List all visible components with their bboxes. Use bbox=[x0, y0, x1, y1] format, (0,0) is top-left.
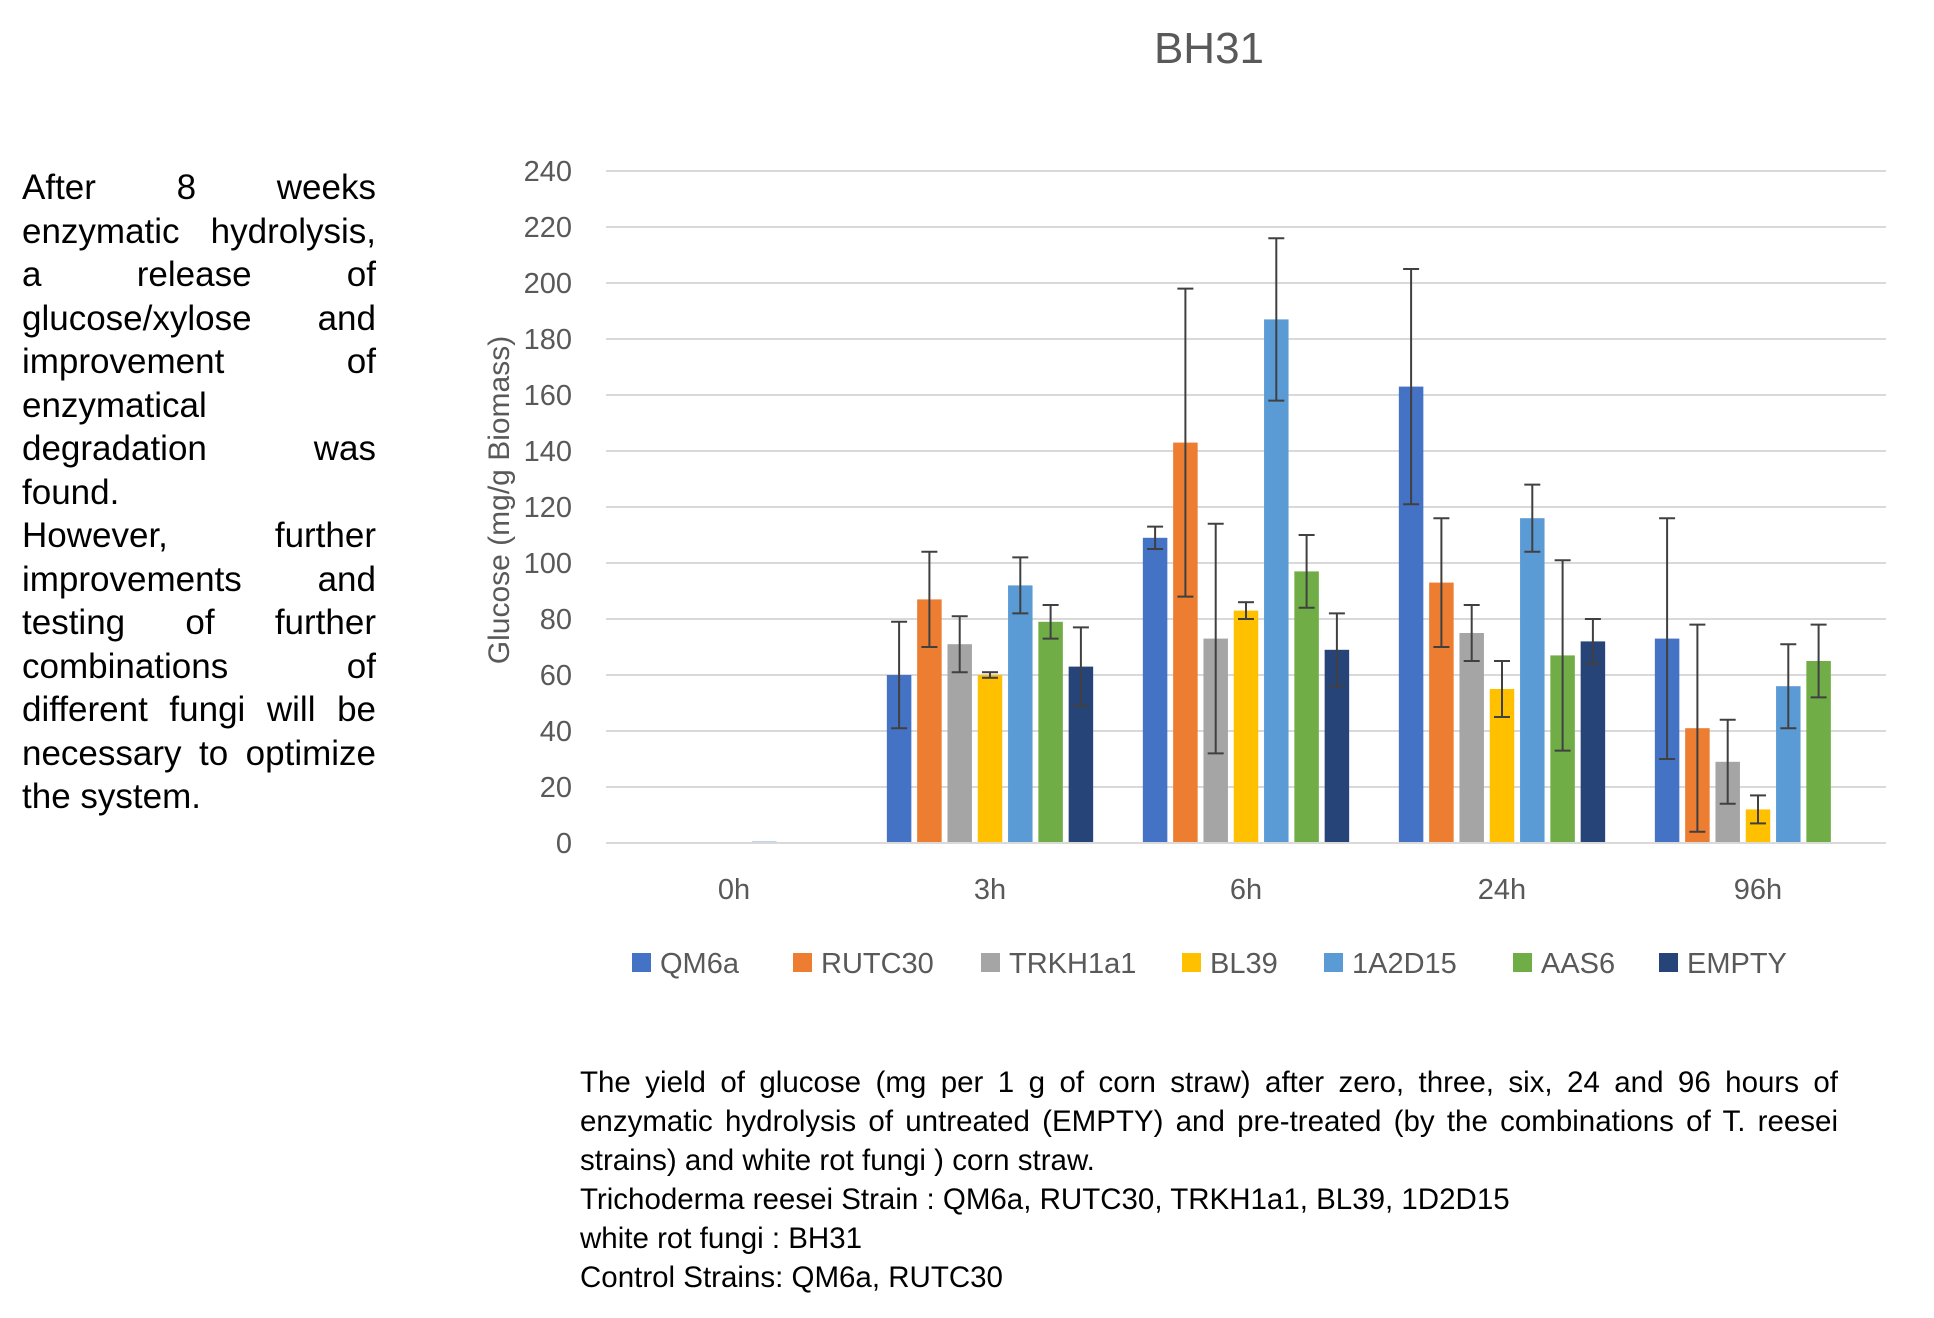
y-tick-label: 160 bbox=[524, 380, 572, 412]
y-tick-label: 0 bbox=[556, 828, 572, 860]
error-bar-empty-24h bbox=[1584, 618, 1601, 665]
y-tick-label: 120 bbox=[524, 492, 572, 524]
error-bar-bl39-3h bbox=[982, 671, 998, 679]
legend-item-trkh1a1: TRKH1a1 bbox=[981, 948, 1136, 980]
error-bar-aas6-24h bbox=[1554, 559, 1571, 752]
error-bar-qm6a-3h bbox=[891, 620, 908, 730]
error-bar-qm6a-24h bbox=[1403, 268, 1420, 506]
error-bar-trkh1a1-3h bbox=[951, 615, 968, 674]
y-tick-label: 20 bbox=[540, 772, 572, 804]
legend-swatch bbox=[1324, 953, 1343, 972]
x-tick-label: 6h bbox=[1230, 874, 1262, 906]
error-bar-trkh1a1-24h bbox=[1463, 604, 1480, 662]
bar-1a2d15-24h bbox=[1520, 518, 1545, 843]
error-bar-aas6-3h bbox=[1042, 604, 1059, 640]
error-bar-rutc30-3h bbox=[921, 550, 938, 648]
side-description: After 8 weeks enzymatic hydrolysis, a re… bbox=[22, 166, 376, 819]
caption-strains: Trichoderma reesei Strain : QM6a, RUTC30… bbox=[580, 1183, 1510, 1216]
y-tick-label: 100 bbox=[524, 548, 572, 580]
bar-aas6-6h bbox=[1294, 571, 1319, 843]
x-tick-label: 0h bbox=[718, 874, 750, 906]
legend: QM6a RUTC30 TRKH1a1 BL39 1A2D15 AAS6 EMPTY bbox=[632, 948, 1787, 980]
bar-qm6a-6h bbox=[1142, 537, 1168, 843]
error-bar-1a2d15-24h bbox=[1524, 483, 1541, 553]
error-bar-bl39-6h bbox=[1238, 601, 1254, 620]
error-bar-1a2d15-3h bbox=[1012, 556, 1029, 615]
bar-trkh1a1-24h bbox=[1459, 633, 1484, 843]
legend-item-aas6: AAS6 bbox=[1513, 948, 1615, 980]
y-tick-label: 240 bbox=[524, 156, 572, 188]
y-axis-label: Glucose (mg/g Biomass) bbox=[483, 336, 516, 664]
error-bar-rutc30-24h bbox=[1433, 517, 1450, 648]
caption-description: The yield of glucose (mg per 1 g of corn… bbox=[580, 1066, 1838, 1177]
legend-swatch bbox=[632, 953, 651, 972]
bar-1a2d15-3h bbox=[1008, 585, 1033, 843]
caption-white-rot-fungi: white rot fungi : BH31 bbox=[580, 1222, 863, 1255]
legend-item-rutc30: RUTC30 bbox=[793, 948, 934, 980]
bar-1a2d15-6h bbox=[1264, 319, 1289, 843]
x-tick-label: 24h bbox=[1478, 874, 1526, 906]
y-tick-label: 220 bbox=[524, 212, 572, 244]
error-bar-qm6a-6h bbox=[1147, 525, 1164, 550]
bar-empty-24h bbox=[1580, 641, 1606, 843]
error-bar-1a2d15-6h bbox=[1268, 237, 1285, 402]
legend-item-empty: EMPTY bbox=[1659, 948, 1787, 980]
chart-title: BH31 bbox=[1154, 24, 1264, 73]
legend-swatch bbox=[1659, 953, 1678, 972]
y-tick-label: 60 bbox=[540, 660, 572, 692]
legend-item-1a2d15: 1A2D15 bbox=[1324, 948, 1457, 980]
error-bar-rutc30-6h bbox=[1177, 287, 1194, 598]
bar-bl39-6h bbox=[1233, 610, 1259, 843]
x-tick-label: 96h bbox=[1734, 874, 1782, 906]
legend-label: 1A2D15 bbox=[1352, 948, 1457, 980]
legend-swatch bbox=[1513, 953, 1532, 972]
error-bar-empty-6h bbox=[1328, 612, 1345, 688]
error-bar-aas6-96h bbox=[1810, 623, 1827, 699]
error-bar-1a2d15-96h bbox=[1780, 643, 1797, 730]
side-paragraph-findings: After 8 weeks enzymatic hydrolysis, a re… bbox=[22, 168, 376, 512]
error-bar-trkh1a1-6h bbox=[1207, 522, 1224, 755]
side-paragraph-outlook: However, further improvements and testin… bbox=[22, 516, 376, 816]
legend-swatch bbox=[981, 953, 1000, 972]
error-bar-rutc30-96h bbox=[1689, 623, 1706, 833]
legend-label: TRKH1a1 bbox=[1009, 948, 1136, 980]
legend-label: BL39 bbox=[1210, 948, 1278, 980]
figure-caption: The yield of glucose (mg per 1 g of corn… bbox=[580, 1063, 1838, 1297]
error-bar-bl39-24h bbox=[1494, 660, 1510, 718]
legend-swatch bbox=[1182, 953, 1201, 972]
y-tick-label: 140 bbox=[524, 436, 572, 468]
error-bar-aas6-6h bbox=[1298, 534, 1315, 609]
legend-label: AAS6 bbox=[1541, 948, 1615, 980]
y-tick-label: 40 bbox=[540, 716, 572, 748]
legend-item-bl39: BL39 bbox=[1182, 948, 1278, 980]
legend-item-qm6a: QM6a bbox=[632, 948, 740, 980]
bar-bl39-3h bbox=[977, 675, 1003, 843]
error-bar-bl39-96h bbox=[1750, 794, 1766, 825]
bar-aas6-3h bbox=[1038, 621, 1063, 843]
legend-swatch bbox=[793, 953, 812, 972]
error-bar-trkh1a1-96h bbox=[1719, 718, 1736, 805]
legend-label: EMPTY bbox=[1687, 948, 1787, 980]
legend-label: QM6a bbox=[660, 948, 740, 980]
y-tick-label: 200 bbox=[524, 268, 572, 300]
error-bar-empty-3h bbox=[1072, 626, 1089, 707]
x-axis-ticks: 0h 3h 6h 24h 96h bbox=[718, 874, 1782, 906]
x-tick-label: 3h bbox=[974, 874, 1006, 906]
bar-trkh1a1-3h bbox=[947, 644, 972, 843]
caption-control-strains: Control Strains: QM6a, RUTC30 bbox=[580, 1261, 1003, 1294]
legend-label: RUTC30 bbox=[821, 948, 934, 980]
bars bbox=[630, 319, 1831, 844]
y-tick-label: 80 bbox=[540, 604, 572, 636]
y-axis-ticks: 0 20 40 60 80 100 120 140 160 180 200 220 240 bbox=[524, 156, 572, 860]
y-tick-label: 180 bbox=[524, 324, 572, 356]
error-bars bbox=[891, 237, 1827, 833]
error-bar-qm6a-96h bbox=[1659, 517, 1676, 760]
